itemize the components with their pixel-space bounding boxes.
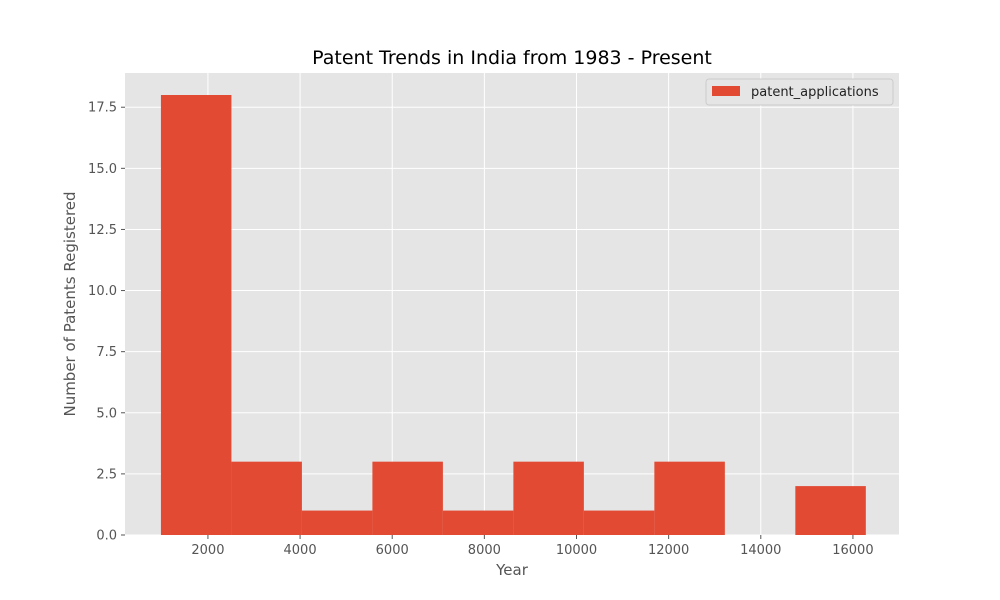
x-axis-title: Year: [495, 561, 529, 579]
y-axis-title: Number of Patents Registered: [61, 191, 79, 416]
histogram-bar: [654, 462, 724, 535]
chart-title: Patent Trends in India from 1983 - Prese…: [312, 47, 712, 69]
y-tick-label: 2.5: [96, 467, 117, 482]
histogram-bar: [795, 486, 865, 535]
legend-label: patent_applications: [751, 85, 879, 100]
x-tick-label: 16000: [832, 543, 873, 558]
x-tick-label: 8000: [468, 543, 501, 558]
histogram-bar: [231, 462, 301, 535]
histogram-bar: [161, 95, 231, 535]
y-tick-label: 15.0: [88, 162, 117, 177]
legend: patent_applications: [706, 79, 893, 105]
x-tick-label: 4000: [284, 543, 317, 558]
y-axis: 0.0 2.5 5.0 7.5 10.0 12.5 15.0 17.5: [88, 101, 125, 544]
histogram-bar: [584, 511, 654, 535]
y-tick-label: 7.5: [96, 345, 117, 360]
y-tick-label: 10.0: [88, 284, 117, 299]
x-tick-label: 10000: [556, 543, 597, 558]
x-tick-label: 14000: [740, 543, 781, 558]
x-tick-label: 2000: [191, 543, 224, 558]
legend-swatch: [712, 86, 740, 96]
histogram-bar: [372, 462, 442, 535]
x-tick-label: 6000: [376, 543, 409, 558]
x-tick-label: 12000: [648, 543, 689, 558]
histogram-bar: [302, 511, 372, 535]
y-tick-label: 17.5: [88, 101, 117, 116]
histogram-bar: [443, 511, 513, 535]
x-axis: 2000 4000 6000 8000 10000 12000 14000 16000: [191, 535, 873, 558]
y-tick-label: 5.0: [96, 406, 117, 421]
y-tick-label: 0.0: [96, 529, 117, 544]
y-tick-label: 12.5: [88, 223, 117, 238]
histogram-bar: [513, 462, 583, 535]
